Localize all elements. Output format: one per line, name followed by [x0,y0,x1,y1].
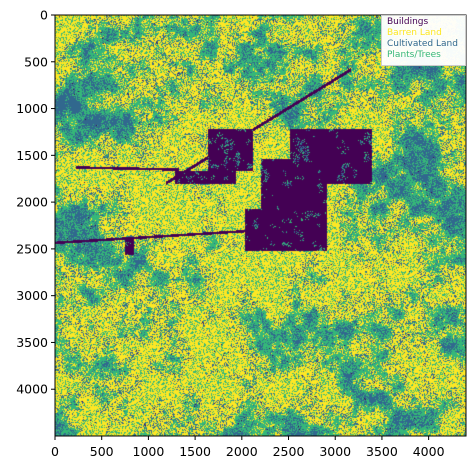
y-tick-label: 2500 [16,241,48,256]
x-tick-label: 1500 [179,444,211,459]
x-tick-label: 1000 [133,444,165,459]
x-axis-ticks: 0 500 1000 1500 2000 2500 3000 3500 4000 [51,436,445,459]
land-cover-map-image [55,15,466,436]
legend: Buildings Barren Land Cultivated Land Pl… [381,15,466,66]
legend-entry-plants-trees: Plants/Trees [387,50,441,60]
y-axis-ticks: 0 500 1000 1500 2000 2500 3000 3500 4000 [16,8,55,397]
y-tick-label: 3500 [16,335,48,350]
x-tick-label: 4000 [413,444,445,459]
x-tick-label: 3000 [319,444,351,459]
y-tick-label: 2000 [16,195,48,210]
x-tick-label: 500 [90,444,114,459]
y-tick-label: 1500 [16,148,48,163]
x-tick-label: 0 [51,444,59,459]
axes-frame [54,14,467,437]
y-tick-label: 1000 [16,101,48,116]
y-tick-label: 500 [24,54,48,69]
y-tick-label: 4000 [16,382,48,397]
x-tick-label: 3500 [366,444,398,459]
y-tick-label: 3000 [16,288,48,303]
y-tick-label: 0 [40,8,48,23]
legend-entry-barren-land: Barren Land [387,28,442,38]
legend-entry-buildings: Buildings [387,17,429,27]
x-tick-label: 2500 [273,444,305,459]
legend-entry-cultivated-land: Cultivated Land [387,39,458,49]
x-tick-label: 2000 [226,444,258,459]
